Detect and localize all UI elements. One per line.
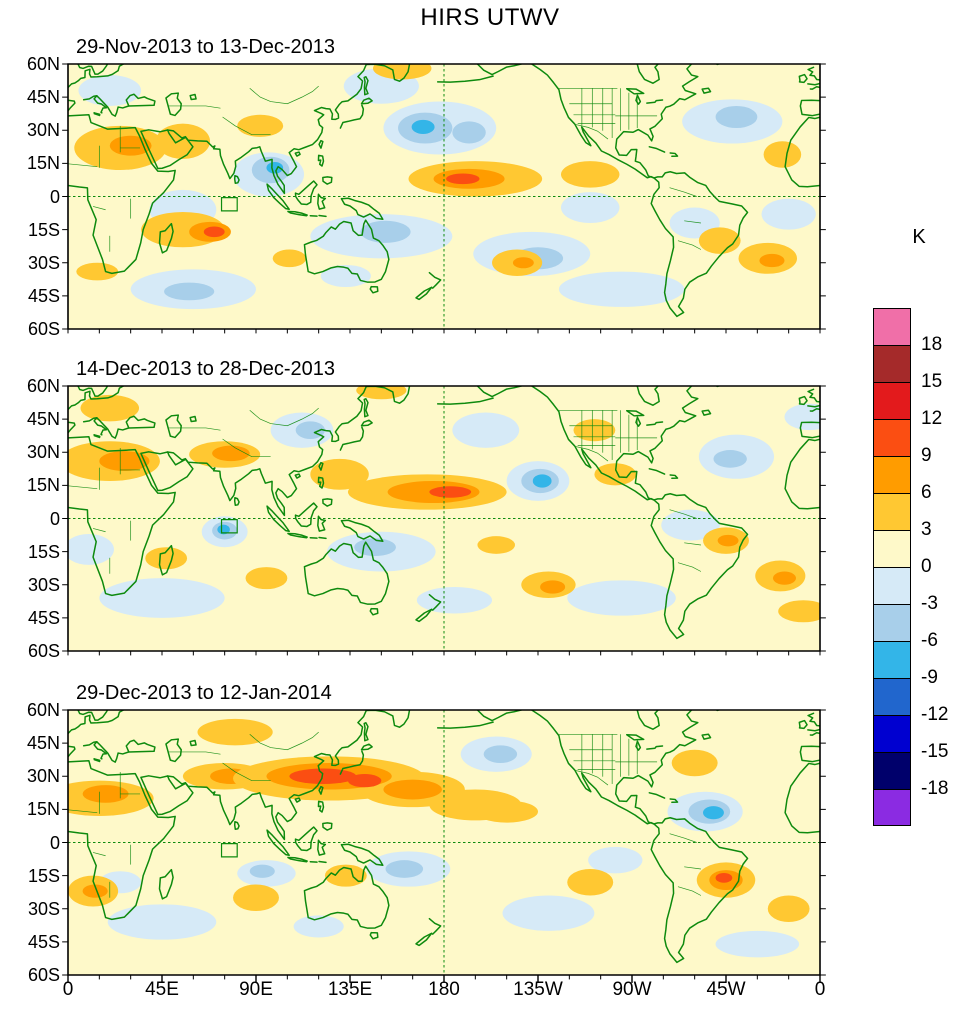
lat-tick-label: 30N <box>26 766 60 787</box>
panel-3-title: 29-Dec-2013 to 12-Jan-2014 <box>76 682 332 704</box>
map-panel-3: 60N 45N 30N 15N 0 15S 30S 45S 60S <box>27 700 820 985</box>
colorbar-tick-label: 3 <box>921 519 932 540</box>
colorbar-tick-label: 9 <box>921 445 932 466</box>
colorbar-tick-label: 12 <box>921 408 943 429</box>
lat-tick-label: 15S <box>27 219 60 240</box>
lon-tick-label: 135W <box>513 979 563 1000</box>
anomaly-map-panel-3 <box>68 710 820 975</box>
colorbar-level-swatch <box>873 641 911 678</box>
panel-1-title: 29-Nov-2013 to 13-Dec-2013 <box>76 36 336 58</box>
colorbar-level-swatch <box>873 567 911 604</box>
figure-title: HIRS UTWV <box>420 4 560 31</box>
colorbar-level-swatch <box>873 678 911 715</box>
lat-tick-label: 30S <box>27 898 60 919</box>
lon-tick-label: 45W <box>706 979 746 1000</box>
lat-tick-label: 30S <box>27 252 60 273</box>
lat-tick-label: 30N <box>26 442 60 463</box>
lon-tick-label: 90W <box>612 979 652 1000</box>
lat-tick-label: 60N <box>26 700 60 720</box>
lat-tick-label: 60S <box>27 641 60 661</box>
lat-tick-label: 15S <box>27 541 60 562</box>
colorbar-unit-label: K <box>912 226 926 248</box>
map-panel-1: 60N 45N 30N 15N 0 15S 30S 45S 60S <box>27 54 820 339</box>
colorbar-tick-label: 15 <box>921 371 943 392</box>
colorbar-level-swatch <box>873 308 911 345</box>
map-panel-2: 60N 45N 30N 15N 0 15S 30S 45S 60S <box>27 376 820 661</box>
lat-tick-label: 15N <box>26 475 60 496</box>
colorbar-level-swatch <box>873 493 911 530</box>
lat-tick-label: 15N <box>26 153 60 174</box>
colorbar-level-swatch <box>873 789 911 826</box>
colorbar-tick-label: -9 <box>921 667 938 688</box>
colorbar-level-swatch <box>873 345 911 382</box>
lat-tick-label: 45S <box>27 607 60 628</box>
lon-tick-label: 180 <box>428 979 460 1000</box>
colorbar-level-swatch <box>873 715 911 752</box>
panel-2-title: 14-Dec-2013 to 28-Dec-2013 <box>76 358 336 380</box>
colorbar-tick-label: -3 <box>921 593 938 614</box>
lon-tick-label: 90E <box>239 979 273 1000</box>
lon-tick-label: 0 <box>814 979 826 1000</box>
lat-tick-label: 45S <box>27 285 60 306</box>
colorbar-tick-label: -15 <box>921 741 949 762</box>
colorbar-tick-label: 0 <box>921 556 932 577</box>
lat-tick-label: 45N <box>26 733 60 754</box>
colorbar-tick-label: -18 <box>921 778 949 799</box>
lat-tick-label: 0 <box>49 186 60 207</box>
colorbar-tick-label: 18 <box>921 334 943 355</box>
lat-tick-label: 0 <box>49 508 60 529</box>
colorbar <box>873 308 911 826</box>
colorbar-level-swatch <box>873 752 911 789</box>
colorbar-level-swatch <box>873 456 911 493</box>
lat-tick-label: 30N <box>26 120 60 141</box>
lat-tick-label: 45S <box>27 931 60 952</box>
lat-tick-label: 60S <box>27 965 60 985</box>
colorbar-level-swatch <box>873 530 911 567</box>
longitude-axis: 0 45E 90E 135E 180 135W 90W 45W 0 <box>63 979 826 1005</box>
lon-tick-label: 135E <box>327 979 373 1000</box>
lat-tick-label: 15S <box>27 865 60 886</box>
anomaly-map-panel-1 <box>68 64 820 329</box>
lat-tick-label: 0 <box>49 832 60 853</box>
lon-tick-label: 45E <box>145 979 179 1000</box>
lat-tick-label: 60S <box>27 319 60 339</box>
anomaly-map-panel-2 <box>68 386 820 651</box>
lat-tick-label: 45N <box>26 87 60 108</box>
colorbar-tick-label: 6 <box>921 482 932 503</box>
colorbar-tick-label: -6 <box>921 630 938 651</box>
colorbar-level-swatch <box>873 604 911 641</box>
lat-tick-label: 15N <box>26 799 60 820</box>
lat-tick-label: 60N <box>26 376 60 396</box>
colorbar-level-swatch <box>873 419 911 456</box>
colorbar-level-swatch <box>873 382 911 419</box>
colorbar-tick-label: -12 <box>921 704 949 725</box>
lat-tick-label: 60N <box>26 54 60 74</box>
lon-tick-label: 0 <box>62 979 74 1000</box>
lat-tick-label: 45N <box>26 409 60 430</box>
lat-tick-label: 30S <box>27 574 60 595</box>
